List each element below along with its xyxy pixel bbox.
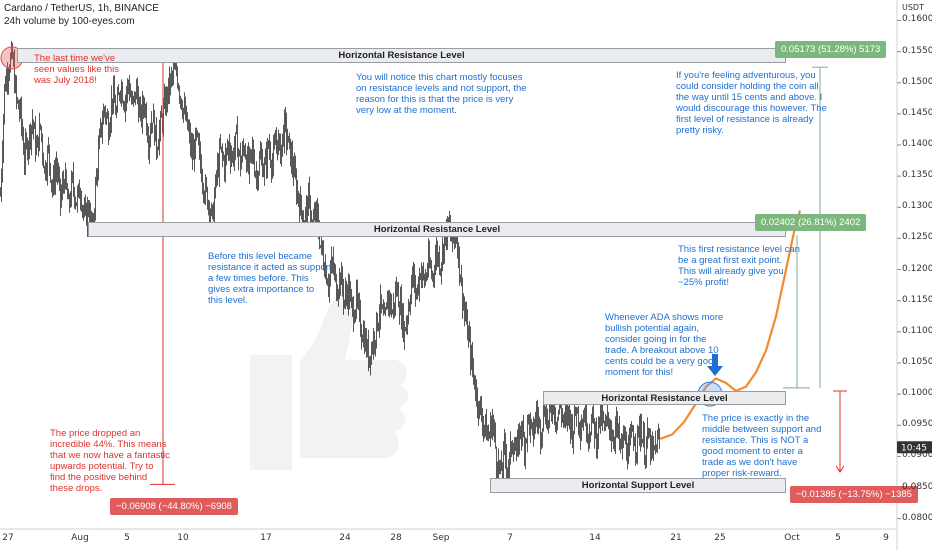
down-measure: −0.01385 (−13.75%) −1385 bbox=[790, 486, 918, 503]
note-bullish-potential: Whenever ADA shows more bullish potentia… bbox=[605, 312, 724, 378]
note-resistance-focus: You will notice this chart mostly focuse… bbox=[356, 72, 527, 116]
current-price-tag bbox=[897, 441, 932, 454]
support-level[interactable]: Horizontal Support Level bbox=[490, 478, 786, 493]
price-candles bbox=[0, 41, 660, 485]
note-first-exit: This first resistance level can be a gre… bbox=[678, 244, 800, 288]
note-middle: The price is exactly in the middle betwe… bbox=[702, 413, 822, 479]
x-tick-label: 25 bbox=[714, 533, 726, 543]
resistance-level-mid[interactable]: Horizontal Resistance Level bbox=[88, 222, 786, 237]
chart-title: Cardano / TetherUS, 1h, BINANCE bbox=[4, 3, 159, 14]
note-before-level: Before this level became resistance it a… bbox=[208, 251, 332, 306]
target1-measure: 0.02402 (26.81%) 2402 bbox=[755, 214, 867, 231]
x-tick-label: 14 bbox=[589, 533, 601, 543]
watermark-cuff bbox=[250, 355, 292, 470]
resistance-level-top[interactable]: Horizontal Resistance Level bbox=[17, 48, 786, 63]
arrow-down-icon bbox=[707, 354, 723, 376]
x-tick-label: Sep bbox=[432, 533, 450, 543]
x-tick-label: Aug bbox=[71, 533, 89, 543]
x-tick-label: 9 bbox=[883, 533, 889, 543]
watermark-hand bbox=[300, 295, 409, 458]
x-tick-label: 5 bbox=[124, 533, 130, 543]
x-tick-label: 5 bbox=[835, 533, 841, 543]
note-adventurous: If you're feeling adventurous, you could… bbox=[676, 70, 827, 136]
note-july-2018: The last time we've seen values like thi… bbox=[34, 53, 120, 86]
note-price-dropped: The price dropped an incredible 44%. Thi… bbox=[50, 428, 170, 494]
x-tick-label: 7 bbox=[507, 533, 513, 543]
currency-label: USDT bbox=[902, 3, 924, 12]
x-tick-label: 17 bbox=[260, 533, 272, 543]
x-tick-label: 21 bbox=[670, 533, 682, 543]
resistance-level-low[interactable]: Horizontal Resistance Level bbox=[543, 391, 786, 405]
y-tick-label: 0.08000 bbox=[902, 512, 932, 523]
target2-measure: 0.05173 (51.28%) 5173 bbox=[775, 41, 887, 58]
x-tick-label: 24 bbox=[339, 533, 351, 543]
x-tick-label: 10 bbox=[177, 533, 189, 543]
thumbs-up-watermark bbox=[250, 295, 409, 470]
drop-measure: −0.06908 (−44.80%) −6908 bbox=[110, 498, 238, 515]
current-price-label: 10:45 bbox=[901, 443, 927, 453]
x-tick-label: 27 bbox=[2, 533, 14, 543]
x-tick-label: Oct bbox=[784, 533, 800, 543]
x-tick-label: 28 bbox=[390, 533, 402, 543]
down-measure-arrow bbox=[835, 465, 845, 473]
chart-subtitle: 24h volume by 100-eyes.com bbox=[4, 16, 135, 27]
